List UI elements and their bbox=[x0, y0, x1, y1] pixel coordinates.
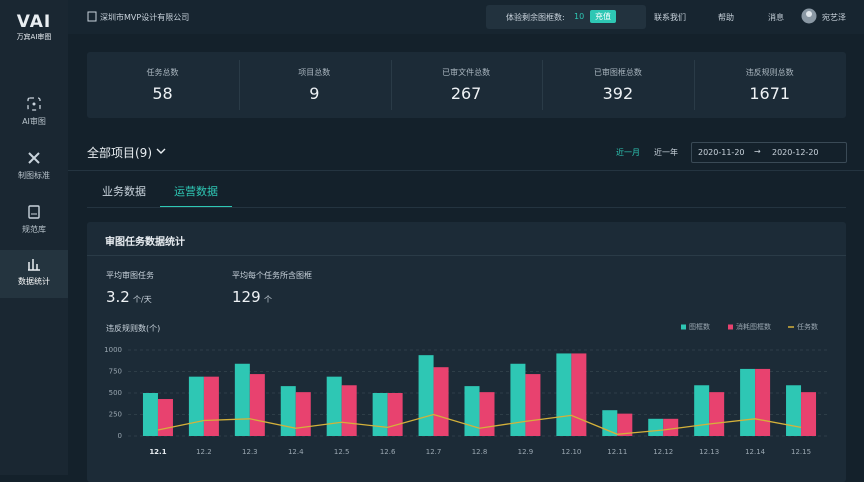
recharge-button[interactable]: 充值 bbox=[590, 10, 616, 23]
user-name[interactable]: 宛艺泽 bbox=[822, 13, 846, 22]
nav-label: 制图标准 bbox=[18, 171, 50, 180]
stats-card bbox=[87, 52, 846, 118]
metric-unit: 个 bbox=[264, 295, 272, 304]
icon bbox=[27, 97, 41, 111]
range-option[interactable]: 近一月 bbox=[616, 148, 640, 157]
divider bbox=[87, 207, 846, 208]
metric-label: 平均审图任务 bbox=[106, 271, 154, 280]
trial-label: 体验剩余图框数: bbox=[506, 13, 565, 22]
nav-label: AI审图 bbox=[22, 117, 46, 126]
avatar[interactable] bbox=[801, 8, 817, 24]
metric-label: 平均每个任务所含图框 bbox=[232, 271, 312, 280]
company-name: 深圳市MVP设计有限公司 bbox=[100, 13, 190, 22]
stat-label: 任务总数 bbox=[146, 68, 179, 77]
nav-label: 数据统计 bbox=[18, 277, 50, 286]
nav-item[interactable]: 制图标准 bbox=[0, 144, 68, 192]
stat-value: 1671 bbox=[749, 84, 791, 103]
stat-label: 已审文件总数 bbox=[442, 68, 491, 77]
link[interactable]: 帮助 bbox=[718, 13, 734, 22]
separator bbox=[238, 60, 240, 110]
separator bbox=[542, 60, 544, 110]
stat: 项目总数 9 bbox=[239, 52, 390, 118]
panel bbox=[87, 222, 846, 482]
nav-item[interactable]: 数据统计 bbox=[0, 250, 68, 298]
stat-value: 9 bbox=[309, 84, 320, 103]
date-to: 2020-12-20 bbox=[772, 148, 819, 157]
stat-label: 已审图框总数 bbox=[593, 68, 642, 77]
separator bbox=[390, 60, 392, 110]
link[interactable]: 消息 bbox=[768, 13, 784, 22]
tab[interactable]: 运营数据 bbox=[160, 184, 232, 208]
stat-value: 267 bbox=[450, 84, 482, 103]
nav-item[interactable]: 规范库 bbox=[0, 198, 68, 246]
link[interactable]: 联系我们 bbox=[654, 13, 686, 22]
stat: 已审图框总数 392 bbox=[542, 52, 693, 118]
metric-unit: 个/天 bbox=[133, 295, 152, 304]
nav-label: 规范库 bbox=[22, 225, 46, 234]
icon bbox=[87, 11, 97, 22]
sidebar: VAI 万宾AI审图 AI审图 制图标准 规范库 数据统计 bbox=[0, 0, 68, 475]
project-select[interactable]: 全部项目(9) bbox=[87, 146, 152, 160]
nav-item[interactable]: AI审图 bbox=[0, 90, 68, 138]
stat-value: 58 bbox=[152, 84, 173, 103]
separator bbox=[694, 60, 696, 110]
stat-label: 项目总数 bbox=[298, 68, 331, 77]
trial-count: 10 bbox=[574, 12, 585, 21]
stat: 已审文件总数 267 bbox=[391, 52, 542, 118]
icon bbox=[28, 152, 40, 164]
y-axis-label: 违反规则数(个) bbox=[106, 324, 161, 333]
icon bbox=[28, 259, 40, 271]
tab[interactable]: 业务数据 bbox=[102, 185, 146, 198]
top-bar: 深圳市MVP设计有限公司 体验剩余图框数: 10 充值 联系我们 帮助 消息 宛… bbox=[68, 0, 864, 34]
metric-value: 3.2 bbox=[106, 288, 130, 306]
logo: VAI bbox=[16, 12, 52, 32]
arrow: → bbox=[754, 147, 761, 156]
logo-subtitle: 万宾AI审图 bbox=[16, 33, 52, 41]
date-from: 2020-11-20 bbox=[698, 148, 745, 157]
trial-box: 体验剩余图框数: 10 充值 bbox=[486, 5, 646, 29]
stat-value: 392 bbox=[602, 84, 634, 103]
stat-label: 违反规则总数 bbox=[745, 68, 794, 77]
icon bbox=[28, 205, 40, 219]
stat: 任务总数 58 bbox=[87, 52, 238, 118]
icon bbox=[156, 148, 166, 154]
stat: 违反规则总数 1671 bbox=[694, 52, 845, 118]
metric-value: 129 bbox=[232, 288, 261, 306]
range-option[interactable]: 近一年 bbox=[654, 148, 678, 157]
date-range[interactable]: 2020-11-20 → 2020-12-20 bbox=[691, 142, 847, 163]
panel-title: 审图任务数据统计 bbox=[105, 237, 185, 248]
divider bbox=[68, 170, 864, 171]
divider bbox=[87, 255, 846, 256]
